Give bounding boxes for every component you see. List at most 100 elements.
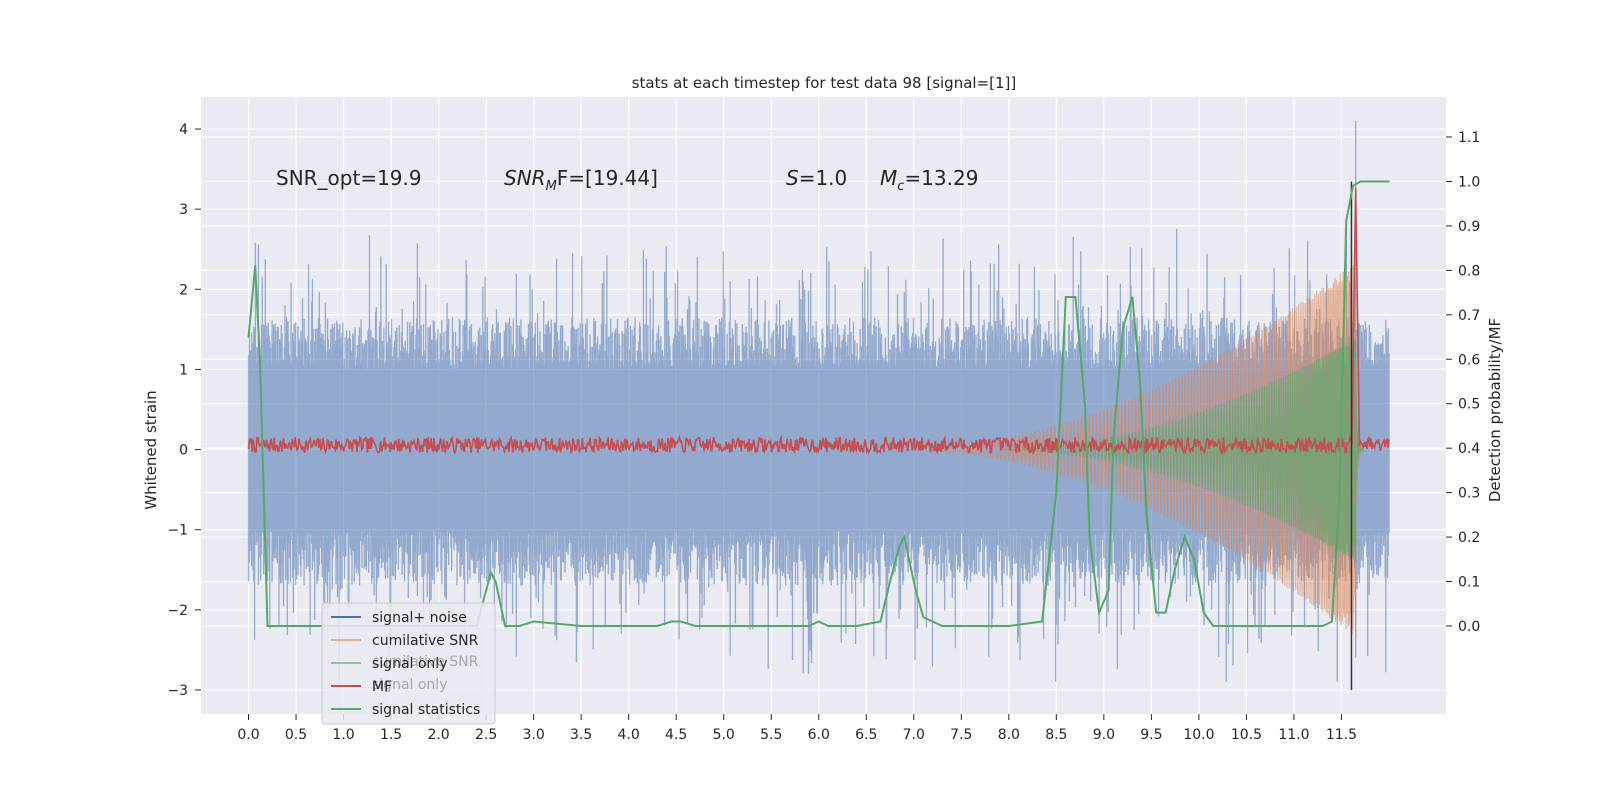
- signal-statistics-point: [266, 625, 269, 627]
- signal-statistics-point: [770, 625, 772, 627]
- signal-statistics-point: [1226, 625, 1229, 627]
- s-label: S: [786, 166, 799, 190]
- y2-tick-label: 1.1: [1458, 130, 1480, 146]
- mc-annotation: Mc=13.29: [880, 166, 978, 194]
- signal-statistics-point: [680, 620, 682, 623]
- signal-statistics-point: [1369, 180, 1371, 183]
- snr-opt-annotation: SNR_opt=19.9: [276, 166, 422, 190]
- signal-statistics-point: [1088, 536, 1091, 538]
- signal-statistics-point: [808, 625, 810, 627]
- mc-sub: c: [897, 179, 904, 194]
- x-tick-label: 5.5: [760, 727, 782, 743]
- chart-title: stats at each timestep for test data 98 …: [632, 74, 1017, 92]
- signal-statistics-point: [295, 625, 297, 627]
- legend-label: signal only: [372, 656, 447, 672]
- signal-statistics-point: [922, 616, 925, 618]
- y-tick-label: −2: [167, 603, 188, 619]
- signal-statistics-point: [1098, 611, 1100, 614]
- series-cumilative-snr-trace: [904, 265, 1364, 638]
- x-tick-label: 7.5: [950, 727, 972, 743]
- y2-tick-label: 0.9: [1458, 219, 1480, 235]
- signal-statistics-point: [1122, 327, 1124, 330]
- signal-statistics-point: [1174, 567, 1176, 569]
- signal-statistics-point: [1331, 620, 1333, 623]
- signal-statistics-point: [903, 536, 906, 538]
- y2-tick-label: 0.3: [1458, 486, 1480, 502]
- signal-statistics-point: [1359, 180, 1362, 183]
- y2-tick-label: 0.5: [1458, 397, 1480, 413]
- x-tick-label: 10.5: [1231, 727, 1262, 743]
- signal-statistics-point: [1338, 491, 1341, 494]
- signal-statistics-point: [889, 580, 891, 583]
- y-tick-label: 3: [179, 202, 188, 218]
- y2-tick-label: 0.4: [1458, 441, 1480, 457]
- mc-value: =13.29: [904, 166, 978, 190]
- x-tick-label: 4.0: [618, 727, 640, 743]
- signal-statistics-point: [1055, 491, 1058, 494]
- signal-statistics-point: [1155, 611, 1157, 614]
- y2-tick-label: 0.0: [1458, 619, 1480, 635]
- x-tick-label: 3.0: [523, 727, 545, 743]
- y-tick-label: 1: [179, 362, 188, 378]
- signal-statistics-point: [254, 265, 256, 267]
- signal-statistics-point: [1193, 558, 1195, 561]
- y2-tick-label: 0.1: [1458, 575, 1480, 591]
- signal-statistics-point: [1245, 625, 1248, 627]
- y2-tick-label: 0.8: [1458, 263, 1480, 279]
- y2-axis-label: Detection probability/MF: [1486, 318, 1504, 502]
- x-tick-label: 8.5: [1045, 727, 1067, 743]
- signal-statistics-point: [1183, 536, 1186, 538]
- y2-tick-label: 0.2: [1458, 530, 1480, 546]
- signal-statistics-point: [1008, 625, 1010, 627]
- legend-label: cumilative SNR: [372, 633, 479, 649]
- signal-statistics-point: [247, 336, 250, 338]
- signal-statistics-point: [1321, 625, 1324, 627]
- legend-ghost-label: cumilative SNR: [372, 654, 479, 670]
- signal-statistics-point: [494, 580, 497, 583]
- s-annotation: S=1.0: [786, 166, 847, 190]
- x-tick-label: 0.0: [237, 727, 259, 743]
- signal-statistics-point: [499, 603, 502, 605]
- signal-statistics-point: [1145, 514, 1148, 516]
- snr-mf-sub: M: [546, 179, 557, 194]
- legend-label: signal+ noise: [372, 610, 467, 626]
- signal-statistics-point: [580, 625, 582, 627]
- signal-statistics-point: [879, 620, 882, 623]
- signal-statistics-point: [670, 620, 673, 623]
- signal-statistics-point: [1065, 296, 1067, 298]
- signal-statistics-point: [817, 620, 820, 623]
- signal-statistics-point: [1107, 589, 1110, 592]
- series-signal-statistics: [247, 180, 1390, 627]
- signal-statistics-point: [722, 625, 725, 627]
- snr-mf-annotation: SNRMF=[19.44]: [504, 166, 658, 194]
- x-tick-label: 11.5: [1326, 727, 1357, 743]
- signal-statistics-point: [694, 625, 696, 627]
- signal-statistics-point: [259, 358, 261, 361]
- y2-tick-label: 1.0: [1458, 174, 1480, 190]
- y-tick-label: 0: [179, 443, 188, 459]
- signal-statistics-point: [276, 625, 278, 627]
- y2-tick-label: 0.7: [1458, 308, 1480, 324]
- x-tick-label: 9.0: [1093, 727, 1115, 743]
- signal-statistics-point: [1352, 185, 1354, 187]
- y-tick-label: −3: [167, 683, 188, 699]
- x-tick-label: 2.0: [427, 727, 449, 743]
- x-tick-label: 9.5: [1140, 727, 1162, 743]
- y-tick-label: 2: [179, 282, 188, 298]
- series-cumilative-snr: [904, 265, 1364, 638]
- signal-statistics-point: [1388, 180, 1390, 183]
- signal-statistics-point: [1084, 402, 1086, 405]
- legend-box: [321, 602, 496, 725]
- legend-ghost-label: signal only: [372, 677, 447, 693]
- y2-tick-label: 0.6: [1458, 352, 1480, 368]
- x-tick-label: 5.0: [713, 727, 735, 743]
- signal-statistics-point: [856, 625, 858, 627]
- annotations: SNR_opt=19.9 SNRMF=[19.44] S=1.0 Mc=13.2…: [276, 166, 978, 194]
- x-tick-label: 3.5: [570, 727, 592, 743]
- snr-mf-rest: F=[19.44]: [557, 166, 658, 190]
- y-axis-label: Whitened strain: [142, 390, 160, 509]
- x-tick-label: 6.5: [855, 727, 877, 743]
- s-value: =1.0: [799, 166, 848, 190]
- signal-statistics-point: [1202, 611, 1205, 614]
- signal-statistics-point: [1041, 620, 1043, 623]
